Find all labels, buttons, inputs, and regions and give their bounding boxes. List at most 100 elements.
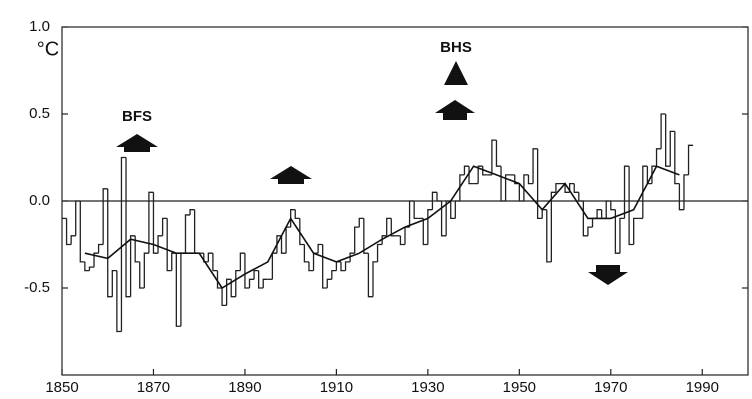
annual-step: [363, 218, 369, 254]
annual-step: [413, 201, 419, 220]
annual-step: [107, 188, 113, 298]
annual-step: [189, 209, 195, 215]
annual-step: [276, 235, 282, 254]
annual-step: [376, 243, 383, 262]
annual-step: [527, 174, 534, 185]
annual-step: [152, 192, 159, 254]
annual-step: [70, 235, 76, 245]
annual-step: [564, 183, 570, 193]
annual-step: [111, 269, 117, 297]
unit-label: °C: [37, 38, 59, 60]
annual-step: [614, 209, 620, 254]
annual-step: [116, 270, 122, 333]
x-tick-label: 1910: [320, 379, 353, 396]
annual-step: [225, 278, 232, 306]
annual-step: [331, 269, 337, 280]
annual-step: [216, 270, 223, 289]
x-tick-label: 1970: [594, 379, 627, 396]
annual-step: [440, 201, 447, 237]
annual-step: [139, 261, 145, 289]
annual-step: [175, 253, 181, 327]
annual-step: [79, 201, 85, 263]
annual-step: [665, 114, 671, 167]
annual-step: [536, 148, 543, 220]
annual-step: [258, 270, 264, 289]
y-tick-label: 0.5: [29, 105, 50, 122]
annual-step: [422, 218, 428, 246]
annual-step: [546, 209, 552, 263]
annotation: BFS: [122, 108, 152, 125]
annual-step: [97, 243, 104, 254]
annual-step: [125, 157, 131, 298]
annual-step: [687, 144, 694, 175]
annual-step: [541, 209, 547, 219]
annual-step: [408, 200, 415, 228]
annual-step: [143, 252, 149, 288]
annual-step: [390, 218, 396, 237]
annual-step: [239, 252, 245, 271]
annual-step: [628, 166, 634, 246]
annual-step: [102, 188, 108, 245]
annual-step: [678, 183, 684, 211]
annual-step: [248, 278, 255, 288]
annual-step: [436, 192, 442, 202]
arrow-up: [270, 166, 312, 184]
annual-step: [477, 165, 483, 184]
annual-step: [120, 156, 127, 332]
annual-step: [610, 201, 616, 211]
annual-step: [523, 174, 529, 201]
annual-step: [367, 253, 373, 298]
annual-step: [642, 165, 648, 219]
annual-step: [381, 235, 387, 245]
triangle-up: [444, 61, 468, 85]
arrow-down: [588, 265, 628, 285]
annual-step: [605, 200, 611, 219]
annual-step: [596, 209, 602, 219]
annual-step: [591, 217, 598, 228]
x-tick-label: 1890: [228, 379, 261, 396]
annual-step: [84, 261, 90, 272]
annual-step: [312, 252, 319, 271]
x-tick-label: 1990: [686, 379, 719, 396]
annual-step: [322, 244, 328, 289]
x-tick-label: 1850: [45, 379, 78, 396]
annual-step: [161, 217, 168, 236]
x-tick-label: 1930: [411, 379, 444, 396]
annual-step: [427, 209, 433, 245]
annual-step: [230, 279, 236, 298]
annual-step: [157, 235, 163, 254]
annual-step: [372, 261, 378, 297]
annual-step: [221, 288, 227, 307]
annual-step: [459, 174, 465, 201]
annual-step: [75, 200, 81, 236]
annual-step: [303, 244, 309, 263]
annual-step: [203, 253, 209, 263]
annual-step: [555, 182, 561, 193]
annual-step: [660, 113, 666, 149]
annual-step: [290, 209, 296, 228]
annual-step: [148, 191, 154, 254]
x-tick-label: 1870: [137, 379, 170, 396]
annual-step: [129, 235, 136, 297]
smoothed-line: [84, 165, 680, 290]
annual-step: [495, 140, 502, 167]
annual-step: [450, 201, 456, 220]
annual-step: [93, 252, 99, 268]
annual-step: [335, 261, 341, 271]
annual-step: [280, 235, 287, 254]
x-tick-label: 1950: [503, 379, 536, 396]
annual-step: [532, 148, 538, 184]
annual-step: [623, 165, 630, 219]
annual-step: [683, 174, 689, 210]
annual-step: [212, 253, 218, 272]
annual-step: [235, 269, 241, 297]
annual-step: [134, 235, 140, 263]
annual-step: [193, 209, 200, 254]
annual-step: [294, 209, 300, 220]
annual-step: [633, 217, 639, 245]
y-tick-label: 1.0: [29, 18, 50, 35]
annual-step: [500, 166, 506, 202]
annual-step: [317, 243, 323, 254]
annual-step: [454, 200, 460, 219]
